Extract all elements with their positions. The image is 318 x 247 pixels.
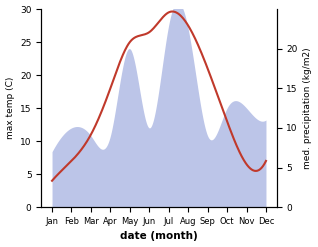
X-axis label: date (month): date (month) xyxy=(120,231,198,242)
Y-axis label: max temp (C): max temp (C) xyxy=(5,77,15,139)
Y-axis label: med. precipitation (kg/m2): med. precipitation (kg/m2) xyxy=(303,47,313,169)
